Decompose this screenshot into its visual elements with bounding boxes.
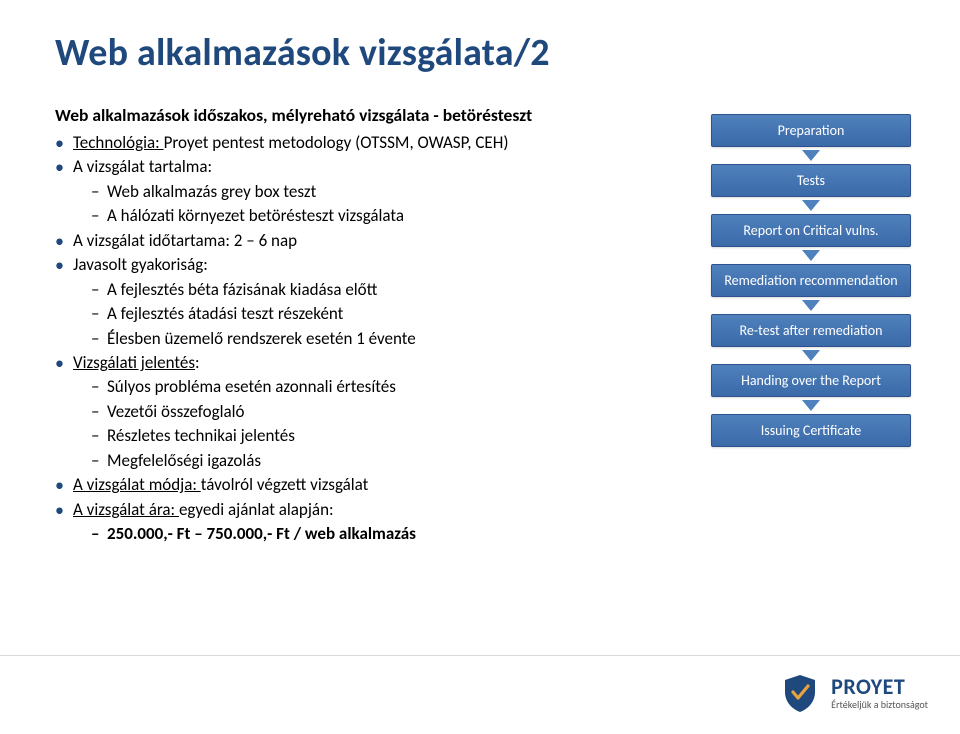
sub-frequency-0: A fejlesztés béta fázisának kiadása előt…: [73, 279, 682, 301]
arrow-down-icon: [802, 150, 820, 161]
logo: PROYET Értékeljük a biztonságot: [779, 672, 928, 714]
sub-report: Súlyos probléma esetén azonnali értesíté…: [73, 376, 682, 472]
sub-report-3: Megfelelőségi igazolás: [73, 450, 682, 472]
bullet-technology: Technológia: Proyet pentest metodology (…: [55, 132, 682, 154]
shield-icon: [779, 672, 821, 714]
separator-line: [0, 655, 960, 656]
sub-content-1: A hálózati környezet betörésteszt vizsgá…: [73, 205, 682, 227]
bullet-duration: A vizsgálat időtartama: 2 – 6 nap: [55, 230, 682, 252]
bullet-report: Vizsgálati jelentés: Súlyos probléma ese…: [55, 352, 682, 472]
logo-text: PROYET Értékeljük a biztonságot: [831, 676, 928, 710]
sub-frequency-1: A fejlesztés átadási teszt részeként: [73, 303, 682, 325]
bullet-frequency: Javasolt gyakoriság: A fejlesztés béta f…: [55, 254, 682, 350]
sub-report-0: Súlyos probléma esetén azonnali értesíté…: [73, 376, 682, 398]
sub-frequency: A fejlesztés béta fázisának kiadása előt…: [73, 279, 682, 350]
intro-text: Web alkalmazások időszakos, mélyreható v…: [55, 104, 682, 126]
flow-step-remediation: Remediation recommendation: [711, 264, 911, 297]
arrow-down-icon: [802, 300, 820, 311]
label-price: A vizsgálat ára:: [73, 499, 179, 520]
bullet-content: A vizsgálat tartalma: Web alkalmazás gre…: [55, 156, 682, 227]
flow-step-report-critical: Report on Critical vulns.: [711, 214, 911, 247]
flow-step-tests: Tests: [711, 164, 911, 197]
sub-report-1: Vezetői összefoglaló: [73, 401, 682, 423]
sub-frequency-2: Élesben üzemelő rendszerek esetén 1 éven…: [73, 328, 682, 350]
rest-method: távolról végzett vizsgálat: [201, 474, 369, 495]
sub-report-2: Részletes technikai jelentés: [73, 425, 682, 447]
logo-tagline: Értékeljük a biztonságot: [831, 700, 928, 710]
slide: Web alkalmazások vizsgálata/2 Web alkalm…: [0, 0, 960, 734]
rest-price: egyedi ajánlat alapján:: [179, 499, 334, 520]
rest-technology: Proyet pentest metodology (OTSSM, OWASP,…: [164, 132, 509, 153]
slide-title: Web alkalmazások vizsgálata/2: [55, 30, 920, 76]
arrow-down-icon: [802, 250, 820, 261]
flow-step-certificate: Issuing Certificate: [711, 414, 911, 447]
label-content: A vizsgálat tartalma:: [73, 156, 212, 177]
flow-step-preparation: Preparation: [711, 114, 911, 147]
arrow-down-icon: [802, 350, 820, 361]
label-frequency: Javasolt gyakoriság:: [73, 254, 208, 275]
sub-price: 250.000,- Ft – 750.000,- Ft / web alkalm…: [73, 523, 682, 545]
colon-report: :: [195, 352, 200, 373]
label-method: A vizsgálat módja:: [73, 474, 201, 495]
flowchart: Preparation Tests Report on Critical vul…: [702, 104, 920, 547]
content-row: Web alkalmazások időszakos, mélyreható v…: [55, 104, 920, 547]
logo-name: PROYET: [831, 676, 928, 698]
label-report: Vizsgálati jelentés: [73, 352, 195, 373]
arrow-down-icon: [802, 200, 820, 211]
arrow-down-icon: [802, 400, 820, 411]
flow-step-retest: Re-test after remediation: [711, 314, 911, 347]
sub-content-0: Web alkalmazás grey box teszt: [73, 181, 682, 203]
main-list: Technológia: Proyet pentest metodology (…: [55, 132, 682, 545]
sub-content: Web alkalmazás grey box teszt A hálózati…: [73, 181, 682, 228]
label-technology: Technológia:: [73, 132, 164, 153]
bullet-price: A vizsgálat ára: egyedi ajánlat alapján:…: [55, 499, 682, 546]
sub-price-0: 250.000,- Ft – 750.000,- Ft / web alkalm…: [73, 523, 682, 545]
left-column: Web alkalmazások időszakos, mélyreható v…: [55, 104, 682, 547]
bullet-method: A vizsgálat módja: távolról végzett vizs…: [55, 474, 682, 496]
flow-step-handing-over: Handing over the Report: [711, 364, 911, 397]
